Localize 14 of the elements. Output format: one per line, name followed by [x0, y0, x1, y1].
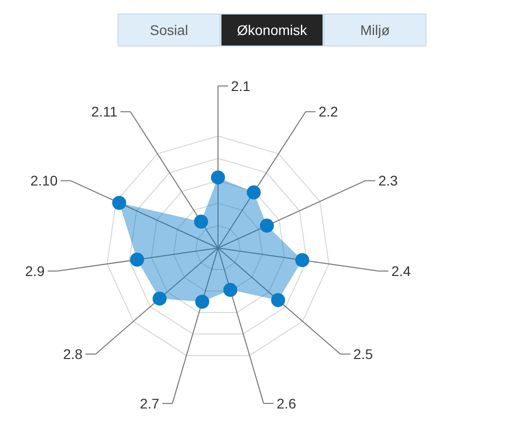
text: Sosial	[150, 22, 188, 38]
spoke-label: 2.9	[25, 262, 45, 279]
spoke-label: 2.3	[378, 172, 398, 189]
text: Miljø	[360, 22, 390, 38]
spoke-label: 2.11	[91, 104, 118, 120]
spoke-label: 2.5	[353, 346, 374, 362]
spoke-label: 2.6	[276, 395, 296, 412]
spoke-label: 2.8	[63, 346, 83, 362]
spoke-label: 2.7	[140, 395, 160, 412]
spoke-label: 2.10	[30, 172, 58, 189]
text: Økonomisk	[236, 22, 308, 38]
spoke-label: 2.1	[231, 78, 251, 94]
spoke-label: 2.2	[318, 104, 338, 120]
spoke-label: 2.4	[391, 262, 412, 279]
